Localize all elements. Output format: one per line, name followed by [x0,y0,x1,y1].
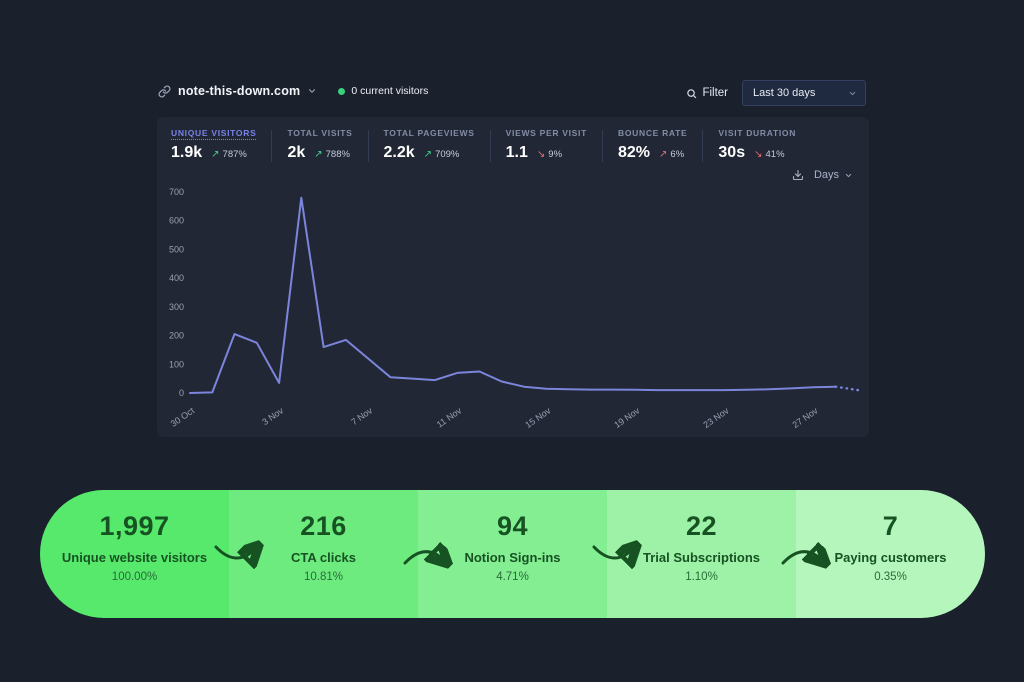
svg-text:700: 700 [169,187,184,197]
funnel-percent: 1.10% [685,571,718,583]
trend-arrow-icon: ↗ [423,149,433,160]
current-visitors-label: 0 current visitors [351,85,429,97]
funnel-count: 216 [300,511,347,541]
stat-value: 2.2k [383,144,415,161]
filter-button[interactable]: Filter [686,87,728,99]
conversion-funnel: 1,997 Unique website visitors 100.00% 21… [40,490,985,618]
svg-text:0: 0 [179,388,184,398]
trend-arrow-icon: ↗ [659,149,668,160]
download-icon[interactable] [792,169,804,181]
interval-value: Days [813,169,839,181]
divider [702,130,704,162]
current-visitors: 0 current visitors [338,85,428,97]
chevron-down-icon [307,86,317,96]
divider [367,130,369,162]
trend-percent: 787% [222,149,247,160]
stat-total-visits[interactable]: TOTAL VISITS 2k ↗ 788% [287,128,352,162]
stat-visit-duration[interactable]: VISIT DURATION 30s ↘ 41% [718,128,796,162]
funnel-label: CTA clicks [290,550,357,565]
topbar-controls: Filter Last 30 days [686,80,866,106]
svg-text:300: 300 [169,302,184,312]
date-range-select[interactable]: Last 30 days [742,80,866,106]
site-selector[interactable]: note-this-down.com 0 current visitors [158,84,428,98]
trend-percent: 788% [325,149,350,160]
funnel-count: 94 [496,511,529,541]
site-name: note-this-down.com [178,84,301,98]
funnel-arrow-icon [592,538,642,572]
trend-arrow-icon: ↘ [536,149,546,160]
funnel-percent: 4.71% [496,571,529,583]
stat-label: BOUNCE RATE [618,128,688,138]
stat-value: 1.9k [171,144,203,161]
analytics-panel: UNIQUE VISITORS 1.9k ↗ 787% TOTAL VISITS … [157,117,869,437]
funnel-arrow-icon [403,538,453,572]
svg-text:23 Nov: 23 Nov [701,405,731,430]
funnel-label: Paying customers [834,550,947,565]
stat-value: 82% [618,144,651,161]
svg-text:100: 100 [169,359,184,369]
trend-percent: 6% [670,149,685,160]
funnel-arrow-icon [214,538,264,572]
stats-row: UNIQUE VISITORS 1.9k ↗ 787% TOTAL VISITS … [157,117,869,162]
funnel-stage-cta-clicks: 216 CTA clicks 10.81% [229,490,418,618]
chevron-down-icon [844,171,853,180]
date-range-value: Last 30 days [753,87,816,99]
stat-bounce-rate[interactable]: BOUNCE RATE 82% ↗ 6% [618,128,687,162]
stat-value: 2k [287,144,306,161]
visitors-line-chart: 0 100 200 300 400 500 600 700 30 Oct 3 Nov 7 Nov 11… [169,187,860,430]
svg-text:19 Nov: 19 Nov [612,405,642,430]
funnel-label: Notion Sign-ins [464,550,561,565]
funnel-count: 7 [882,511,899,541]
chevron-down-icon [848,89,857,98]
divider [602,130,603,162]
trend-percent: 709% [435,149,460,160]
stat-label: TOTAL PAGEVIEWS [383,128,475,138]
svg-text:600: 600 [169,216,184,226]
funnel-percent: 0.35% [874,571,907,583]
trend-percent: 9% [548,149,563,160]
funnel-stage-unique-visitors: 1,997 Unique website visitors 100.00% [40,490,229,618]
trend-percent: 41% [765,149,785,160]
interval-select[interactable]: Days [814,169,853,181]
funnel-count: 22 [685,511,718,541]
stat-label: TOTAL VISITS [287,128,353,138]
svg-text:500: 500 [169,244,184,254]
svg-text:200: 200 [169,331,184,341]
funnel-percent: 100.00% [111,571,158,583]
stat-total-pageviews[interactable]: TOTAL PAGEVIEWS 2.2k ↗ 709% [384,128,475,162]
svg-text:27 Nov: 27 Nov [791,405,821,430]
stat-value: 1.1 [505,144,528,161]
funnel-percent: 10.81% [303,571,343,583]
online-dot-icon [338,87,346,95]
trend-arrow-icon: ↗ [211,149,220,160]
stat-label: VISIT DURATION [718,128,797,138]
chart-interval-control: Days [792,169,853,181]
divider [271,130,273,162]
stat-label: VIEWS PER VISIT [505,128,587,138]
stat-unique-visitors[interactable]: UNIQUE VISITORS 1.9k ↗ 787% [171,128,256,162]
filter-label: Filter [702,87,728,99]
trend-arrow-icon: ↗ [314,149,323,160]
funnel-arrow-icon [781,538,831,572]
svg-text:400: 400 [169,273,184,283]
svg-text:30 Oct: 30 Oct [169,405,197,429]
funnel-count: 1,997 [99,511,170,541]
stat-label: UNIQUE VISITORS [171,128,257,138]
link-icon [158,84,171,98]
search-icon [686,88,697,99]
funnel-label: Unique website visitors [61,550,208,565]
funnel-label: Trial Subscriptions [642,550,761,565]
svg-text:15 Nov: 15 Nov [523,405,553,430]
svg-text:11 Nov: 11 Nov [435,405,464,429]
trend-arrow-icon: ↘ [754,149,763,160]
svg-text:7 Nov: 7 Nov [349,405,374,427]
svg-text:3 Nov: 3 Nov [260,405,285,427]
divider [489,130,491,162]
stat-views-per-visit[interactable]: VIEWS PER VISIT 1.1 ↘ 9% [506,128,587,162]
stat-value: 30s [718,144,746,161]
